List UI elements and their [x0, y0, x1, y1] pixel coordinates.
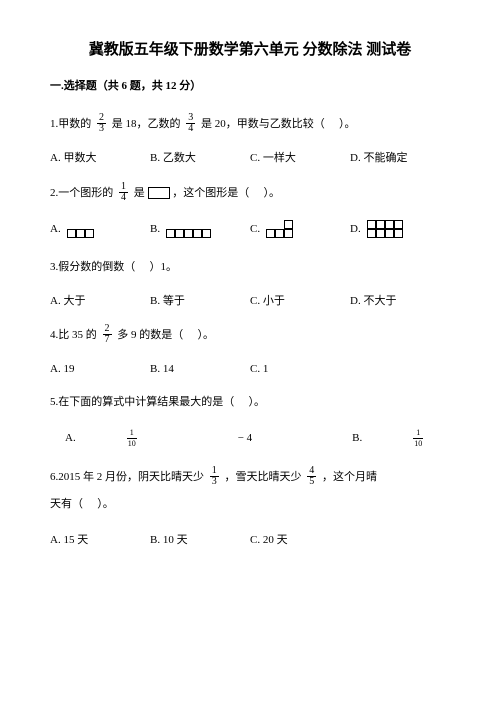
q5-a-op: − 4 — [238, 432, 252, 444]
q6-options: A. 15 天 B. 10 天 C. 20 天 — [50, 533, 450, 548]
q6-frac-2: 4 5 — [304, 466, 319, 487]
q6-text-a: 6.2015 年 2 月份，阴天比晴天少 — [50, 471, 204, 483]
q1-text-d: ）。 — [339, 118, 356, 130]
section-title: 一.选择题（共 6 题，共 12 分） — [50, 79, 450, 94]
q3-option-c: C. 小于 — [250, 294, 350, 309]
fraction-denominator: 4 — [186, 124, 195, 134]
q1-option-b: B. 乙数大 — [150, 151, 250, 166]
q4-option-a: A. 19 — [50, 362, 150, 377]
q3-option-b: B. 等于 — [150, 294, 250, 309]
q1-options: A. 甲数大 B. 乙数大 C. 一样大 D. 不能确定 — [50, 151, 450, 166]
question-1: 1.甲数的 2 3 是 18，乙数的 3 4 是 20，甲数与乙数比较（ ）。 — [50, 114, 450, 135]
q3-option-d: D. 不大于 — [350, 294, 450, 309]
q2-frac: 1 4 — [116, 182, 131, 203]
q6-option-b: B. 10 天 — [150, 533, 250, 548]
fraction-denominator: 3 — [97, 124, 106, 134]
q1-option-d: D. 不能确定 — [350, 151, 450, 166]
q2-grid-d — [367, 220, 403, 238]
q1-text-b: 是 18，乙数的 — [112, 118, 181, 130]
fraction-denominator: 4 — [119, 193, 128, 203]
fraction-denominator: 10 — [127, 439, 137, 448]
q6-option-c: C. 20 天 — [250, 533, 350, 548]
fraction-denominator: 3 — [210, 477, 219, 487]
q2-box-icon — [148, 187, 170, 199]
q3-option-a: A. 大于 — [50, 294, 150, 309]
q5-a-frac: 110 — [126, 429, 188, 448]
q5-text-a: 5.在下面的算式中计算结果最大的是（ — [50, 396, 234, 408]
fraction-denominator: 10 — [413, 439, 423, 448]
q2-option-b-label: B. — [150, 222, 160, 237]
q1-text-c: 是 20，甲数与乙数比较（ — [201, 118, 325, 130]
fraction-denominator: 7 — [103, 335, 112, 345]
q5-text-b: ）。 — [249, 396, 266, 408]
q1-option-c: C. 一样大 — [250, 151, 350, 166]
q4-text-b: 多 9 的数是（ — [117, 329, 183, 341]
q2-options: A. B. C. D. — [50, 220, 450, 238]
q4-text-a: 4.比 35 的 — [50, 329, 97, 341]
q6-text-d: 天有（ — [50, 498, 83, 510]
q5-b-frac: 110 — [412, 429, 474, 448]
q2-grid-a — [67, 229, 94, 238]
page-title: 冀教版五年级下册数学第六单元 分数除法 测试卷 — [50, 40, 450, 61]
q1-frac-1: 2 3 — [94, 113, 109, 134]
q4-option-c: C. 1 — [250, 362, 350, 377]
q2-grid-c — [266, 220, 293, 238]
q6-frac-1: 1 3 — [207, 466, 222, 487]
q2-text-c: ，这个图形是（ — [172, 187, 249, 199]
q5-option-a: A. 110 − 4 — [65, 429, 302, 448]
q4-frac: 2 7 — [100, 324, 115, 345]
q1-text-a: 1.甲数的 — [50, 118, 91, 130]
q3-text-b: ）1。 — [150, 261, 178, 273]
q3-text-a: 3.假分数的倒数（ — [50, 261, 135, 273]
q2-option-d-label: D. — [350, 222, 361, 237]
q5-a-label: A. — [65, 432, 76, 444]
fraction-denominator: 5 — [307, 477, 316, 487]
q2-text-a: 2.一个图形的 — [50, 187, 113, 199]
q2-text-b: 是 — [134, 187, 145, 199]
question-6: 6.2015 年 2 月份，阴天比晴天少 1 3 ，雪天比晴天少 4 5 ，这个… — [50, 464, 450, 517]
q2-option-b: B. — [150, 222, 250, 237]
q5-b-label: B. — [352, 432, 362, 444]
q3-options: A. 大于 B. 等于 C. 小于 D. 不大于 — [50, 294, 450, 309]
q2-option-c: C. — [250, 220, 350, 238]
q4-option-b: B. 14 — [150, 362, 250, 377]
question-4: 4.比 35 的 2 7 多 9 的数是（ ）。 — [50, 325, 450, 346]
fraction-numerator: 1 — [413, 429, 423, 439]
fraction-numerator: 1 — [127, 429, 137, 439]
q5-option-b: B.110×4 — [352, 429, 500, 448]
q5-options: A.110− 4 B.110×4 C. 4 −110 — [50, 429, 450, 448]
q6-text-e: ）。 — [97, 498, 114, 510]
q2-text-d: ）。 — [264, 187, 281, 199]
q2-option-d: D. — [350, 220, 450, 238]
question-2: 2.一个图形的 1 4 是 ，这个图形是（ ）。 — [50, 183, 450, 204]
q4-text-c: ）。 — [198, 329, 215, 341]
q6-option-a: A. 15 天 — [50, 533, 150, 548]
q2-option-c-label: C. — [250, 222, 260, 237]
question-3: 3.假分数的倒数（ ）1。 — [50, 258, 450, 278]
q1-option-a: A. 甲数大 — [50, 151, 150, 166]
q1-frac-2: 3 4 — [183, 113, 198, 134]
question-5: 5.在下面的算式中计算结果最大的是（ ）。 — [50, 393, 450, 413]
q2-option-a: A. — [50, 222, 150, 237]
q2-grid-b — [166, 229, 211, 238]
q2-option-a-label: A. — [50, 222, 61, 237]
q6-text-b: ，雪天比晴天少 — [225, 471, 302, 483]
q6-text-c: ，这个月晴 — [322, 471, 377, 483]
q4-options: A. 19 B. 14 C. 1 — [50, 362, 450, 377]
